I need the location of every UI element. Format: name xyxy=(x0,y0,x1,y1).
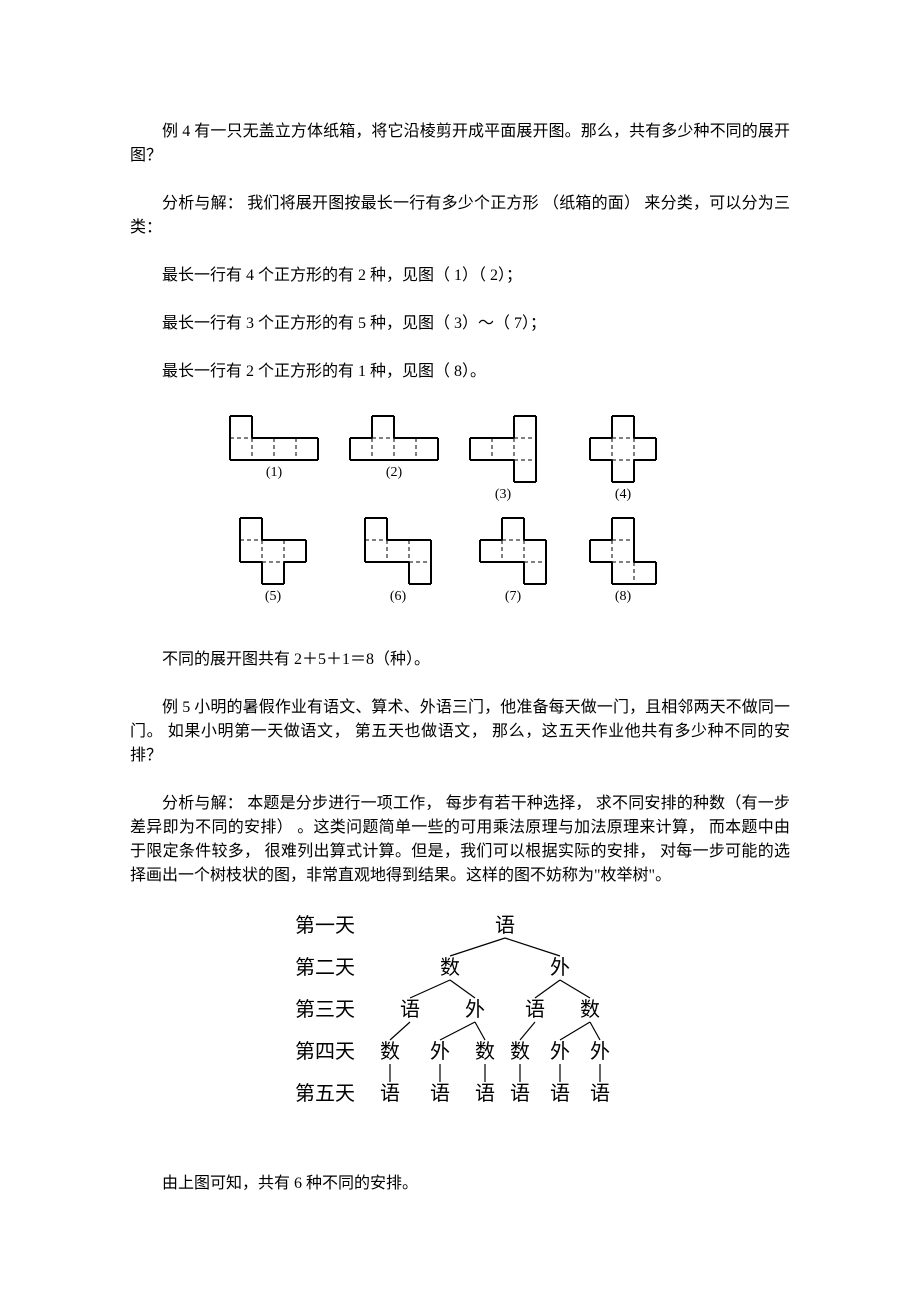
svg-text:语: 语 xyxy=(475,1082,495,1105)
ex4-question: 例 4 有一只无盖立方体纸箱，将它沿棱剪开成平面展开图。那么，共有多少种不同的展… xyxy=(130,120,790,168)
ex4-line2: 最长一行有 3 个正方形的有 5 种，见图（ 3）～（ 7）； xyxy=(130,312,790,336)
svg-text:语: 语 xyxy=(525,998,545,1021)
ex4-line1: 最长一行有 4 个正方形的有 2 种，见图（ 1）（ 2）； xyxy=(130,264,790,288)
svg-text:外: 外 xyxy=(550,1040,570,1063)
svg-text:语: 语 xyxy=(495,914,515,937)
svg-text:(7): (7) xyxy=(505,589,522,604)
svg-text:(5): (5) xyxy=(265,589,282,604)
svg-text:数: 数 xyxy=(580,998,600,1021)
svg-text:(2): (2) xyxy=(386,465,403,480)
svg-text:(3): (3) xyxy=(495,487,512,502)
svg-text:第五天: 第五天 xyxy=(295,1082,355,1105)
enumeration-tree-diagram: 第一天第二天第三天第四天第五天语数外语外语数数外数数外外语语语语语语 xyxy=(280,912,640,1142)
svg-text:第一天: 第一天 xyxy=(295,914,355,937)
svg-text:语: 语 xyxy=(430,1082,450,1105)
ex5-analysis: 分析与解： 本题是分步进行一项工作， 每步有若干种选择， 求不同安排的种数（有一… xyxy=(130,792,790,888)
ex5-figure: 第一天第二天第三天第四天第五天语数外语外语数数外数数外外语语语语语语 xyxy=(130,912,790,1142)
ex4-line3: 最长一行有 2 个正方形的有 1 种，见图（ 8）。 xyxy=(130,360,790,384)
svg-text:第四天: 第四天 xyxy=(295,1040,355,1063)
svg-text:(8): (8) xyxy=(615,589,632,604)
svg-text:第二天: 第二天 xyxy=(295,956,355,979)
svg-text:外: 外 xyxy=(430,1040,450,1063)
svg-text:语: 语 xyxy=(590,1082,610,1105)
cube-nets-diagram: (1) (2) (3) (4) (5) (6) (7) (8) xyxy=(220,408,700,618)
svg-text:(1): (1) xyxy=(266,465,283,480)
svg-text:第三天: 第三天 xyxy=(295,998,355,1021)
svg-text:外: 外 xyxy=(590,1040,610,1063)
svg-text:数: 数 xyxy=(510,1040,530,1063)
ex4-figure: (1) (2) (3) (4) (5) (6) (7) (8) xyxy=(130,408,790,618)
svg-text:语: 语 xyxy=(380,1082,400,1105)
svg-text:(6): (6) xyxy=(390,589,407,604)
ex5-question: 例 5 小明的暑假作业有语文、算术、外语三门，他准备每天做一门，且相邻两天不做同… xyxy=(130,696,790,768)
page: 例 4 有一只无盖立方体纸箱，将它沿棱剪开成平面展开图。那么，共有多少种不同的展… xyxy=(0,0,920,1300)
svg-text:语: 语 xyxy=(550,1082,570,1105)
ex5-conclusion: 由上图可知，共有 6 种不同的安排。 xyxy=(130,1172,790,1196)
svg-text:数: 数 xyxy=(380,1040,400,1063)
ex4-conclusion: 不同的展开图共有 2＋5＋1＝8（种）。 xyxy=(130,648,790,672)
ex4-analysis: 分析与解： 我们将展开图按最长一行有多少个正方形 （纸箱的面） 来分类，可以分为… xyxy=(130,192,790,240)
svg-text:语: 语 xyxy=(400,998,420,1021)
svg-text:外: 外 xyxy=(465,998,485,1021)
svg-text:语: 语 xyxy=(510,1082,530,1105)
svg-text:外: 外 xyxy=(550,956,570,979)
svg-text:数: 数 xyxy=(475,1040,495,1063)
svg-text:数: 数 xyxy=(440,956,460,979)
svg-text:(4): (4) xyxy=(615,487,632,502)
